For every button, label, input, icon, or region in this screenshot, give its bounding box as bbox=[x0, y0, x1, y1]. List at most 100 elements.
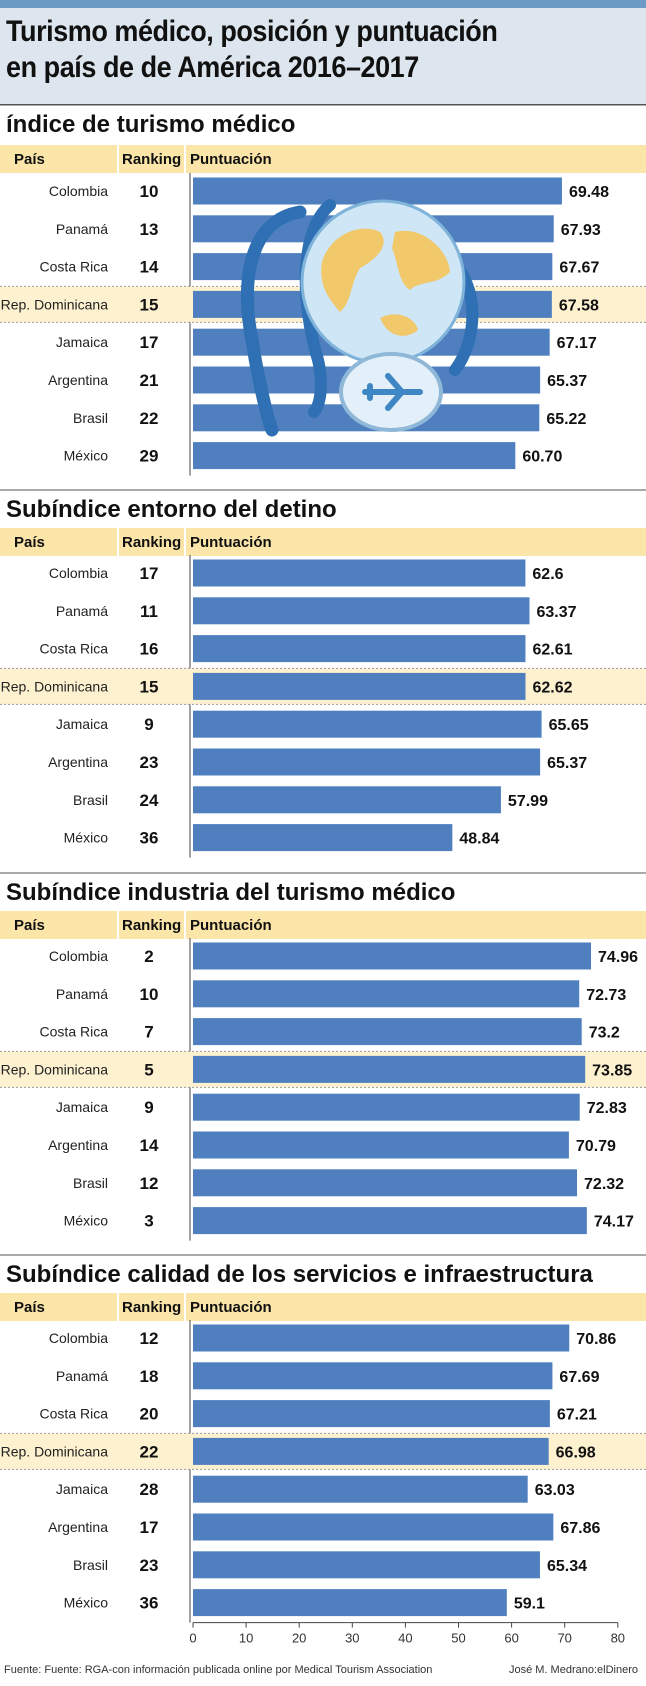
ranking-value: 22 bbox=[140, 1442, 159, 1461]
ranking-value: 20 bbox=[140, 1405, 159, 1424]
header-score: Puntuación bbox=[190, 917, 272, 934]
header-ranking: Ranking bbox=[122, 534, 181, 551]
header-country: País bbox=[14, 917, 45, 934]
data-label: 57.99 bbox=[508, 793, 548, 810]
bar bbox=[193, 1589, 507, 1617]
data-label: 67.69 bbox=[559, 1369, 599, 1386]
bar bbox=[193, 672, 526, 700]
data-label: 72.73 bbox=[586, 987, 626, 1004]
country-label: Panamá bbox=[56, 603, 108, 619]
data-label: 70.79 bbox=[576, 1138, 616, 1155]
data-label: 67.21 bbox=[557, 1407, 597, 1424]
globe-continent bbox=[380, 314, 418, 336]
data-label: 74.96 bbox=[598, 949, 638, 966]
data-label: 70.86 bbox=[576, 1331, 616, 1348]
data-label: 73.85 bbox=[592, 1062, 632, 1079]
bar bbox=[193, 1437, 549, 1465]
header-country: País bbox=[14, 151, 45, 168]
country-label: Colombia bbox=[49, 183, 108, 199]
bar bbox=[193, 1362, 553, 1390]
globe-continent bbox=[321, 228, 384, 312]
title-band bbox=[0, 8, 646, 104]
country-label: Rep. Dominicana bbox=[1, 678, 109, 694]
x-tick-label: 70 bbox=[557, 1631, 571, 1646]
country-label: Rep. Dominicana bbox=[1, 1061, 109, 1077]
ranking-value: 15 bbox=[140, 677, 159, 696]
ranking-value: 13 bbox=[140, 220, 159, 239]
data-label: 66.98 bbox=[556, 1444, 596, 1461]
x-tick-label: 0 bbox=[189, 1631, 196, 1646]
ranking-value: 36 bbox=[140, 829, 159, 848]
ranking-value: 17 bbox=[140, 564, 159, 583]
data-label: 72.83 bbox=[587, 1100, 627, 1117]
ranking-value: 17 bbox=[140, 1518, 159, 1537]
data-label: 67.17 bbox=[557, 335, 597, 352]
ranking-value: 18 bbox=[140, 1367, 159, 1386]
data-label: 65.37 bbox=[547, 373, 587, 390]
bar bbox=[193, 710, 542, 738]
section-title: Subíndice calidad de los servicios e inf… bbox=[6, 1261, 594, 1288]
bar bbox=[193, 597, 530, 625]
ranking-value: 2 bbox=[144, 947, 153, 966]
header-country: País bbox=[14, 1299, 45, 1316]
bar bbox=[193, 1551, 540, 1579]
ranking-value: 3 bbox=[144, 1212, 153, 1231]
country-label: México bbox=[64, 830, 109, 846]
country-label: Panamá bbox=[56, 1368, 108, 1384]
bar bbox=[193, 635, 526, 663]
country-label: Brasil bbox=[73, 410, 108, 426]
ranking-value: 7 bbox=[144, 1023, 153, 1042]
country-label: Colombia bbox=[49, 1330, 108, 1346]
ranking-value: 23 bbox=[140, 753, 159, 772]
header-ranking: Ranking bbox=[122, 151, 181, 168]
country-label: Colombia bbox=[49, 948, 108, 964]
ranking-value: 15 bbox=[140, 295, 159, 314]
ranking-value: 12 bbox=[140, 1174, 159, 1193]
country-label: México bbox=[64, 1595, 109, 1611]
country-label: Argentina bbox=[48, 372, 108, 388]
bar bbox=[193, 1169, 578, 1197]
country-label: Colombia bbox=[49, 565, 108, 581]
bar bbox=[193, 559, 526, 587]
data-label: 48.84 bbox=[459, 831, 499, 848]
table-header-band bbox=[0, 911, 646, 939]
data-label: 63.03 bbox=[535, 1482, 575, 1499]
country-label: Panamá bbox=[56, 221, 108, 237]
ranking-value: 12 bbox=[140, 1329, 159, 1348]
stethoscope-tube bbox=[299, 199, 336, 418]
country-label: Jamaica bbox=[56, 716, 108, 732]
ranking-value: 17 bbox=[140, 333, 159, 352]
ranking-value: 28 bbox=[140, 1480, 159, 1499]
country-label: Argentina bbox=[48, 754, 108, 770]
data-label: 72.32 bbox=[584, 1176, 624, 1193]
data-label: 62.6 bbox=[532, 566, 563, 583]
header-score: Puntuación bbox=[190, 534, 272, 551]
bar bbox=[193, 1018, 582, 1046]
data-label: 60.70 bbox=[522, 449, 562, 466]
ranking-value: 22 bbox=[140, 409, 159, 428]
ranking-value: 9 bbox=[144, 1098, 153, 1117]
x-tick-label: 60 bbox=[504, 1631, 518, 1646]
ranking-value: 23 bbox=[140, 1556, 159, 1575]
section-title: Subíndice entorno del detino bbox=[6, 496, 337, 523]
bar bbox=[193, 1513, 554, 1541]
country-label: Brasil bbox=[73, 1557, 108, 1573]
bar bbox=[193, 1055, 586, 1083]
bar bbox=[193, 942, 592, 970]
country-label: Jamaica bbox=[56, 334, 108, 350]
country-label: Costa Rica bbox=[40, 641, 109, 657]
country-label: Rep. Dominicana bbox=[1, 296, 109, 312]
header-ranking: Ranking bbox=[122, 917, 181, 934]
data-label: 67.58 bbox=[559, 297, 599, 314]
country-label: México bbox=[64, 1213, 109, 1229]
data-label: 65.65 bbox=[549, 717, 589, 734]
section-title: índice de turismo médico bbox=[6, 111, 295, 138]
country-label: Rep. Dominicana bbox=[1, 1443, 109, 1459]
footer-source: Fuente: Fuente: RGA-con información publ… bbox=[4, 1664, 433, 1676]
ranking-value: 11 bbox=[140, 602, 158, 621]
ranking-value: 36 bbox=[140, 1594, 159, 1613]
country-label: Costa Rica bbox=[40, 1406, 109, 1422]
ranking-value: 9 bbox=[144, 715, 153, 734]
ranking-value: 24 bbox=[140, 791, 159, 810]
